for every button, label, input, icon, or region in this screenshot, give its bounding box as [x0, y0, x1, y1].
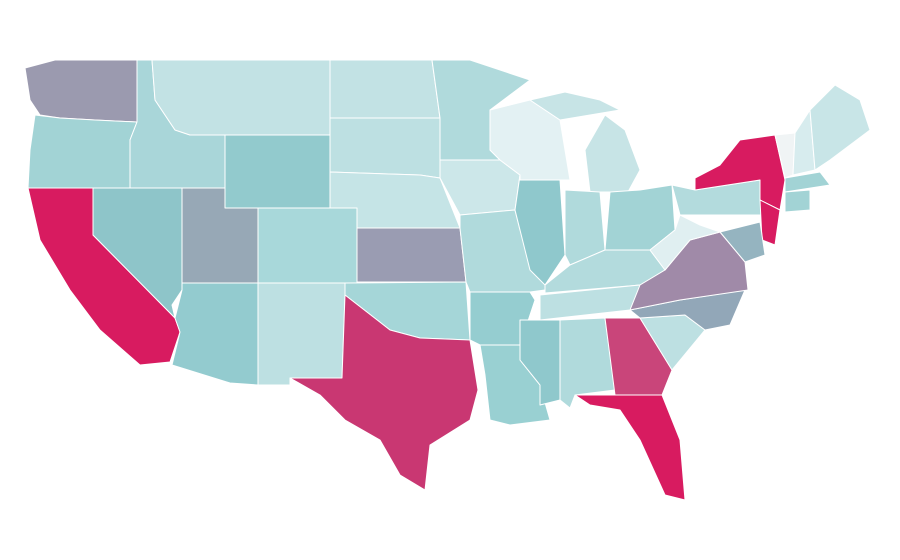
state-region: [289, 294, 479, 491]
state-region: [574, 394, 686, 501]
state-region: [24, 59, 138, 123]
state-region: [784, 189, 811, 213]
state-region: [694, 134, 786, 211]
state-region: [584, 114, 641, 193]
state-region: [257, 207, 358, 284]
state-region: [171, 282, 259, 386]
state-region: [257, 282, 346, 386]
state-region: [809, 84, 871, 171]
state-region: [329, 117, 441, 179]
state-region: [759, 199, 781, 246]
state-region: [329, 59, 441, 119]
state-region: [27, 114, 138, 189]
state-region: [356, 227, 467, 283]
state-region: [719, 221, 766, 263]
state-region: [784, 171, 831, 193]
state-region: [224, 134, 331, 209]
state-region: [514, 174, 566, 286]
state-region: [649, 214, 721, 271]
state-region: [151, 59, 331, 136]
state-region: [529, 91, 621, 121]
state-region: [604, 317, 673, 396]
